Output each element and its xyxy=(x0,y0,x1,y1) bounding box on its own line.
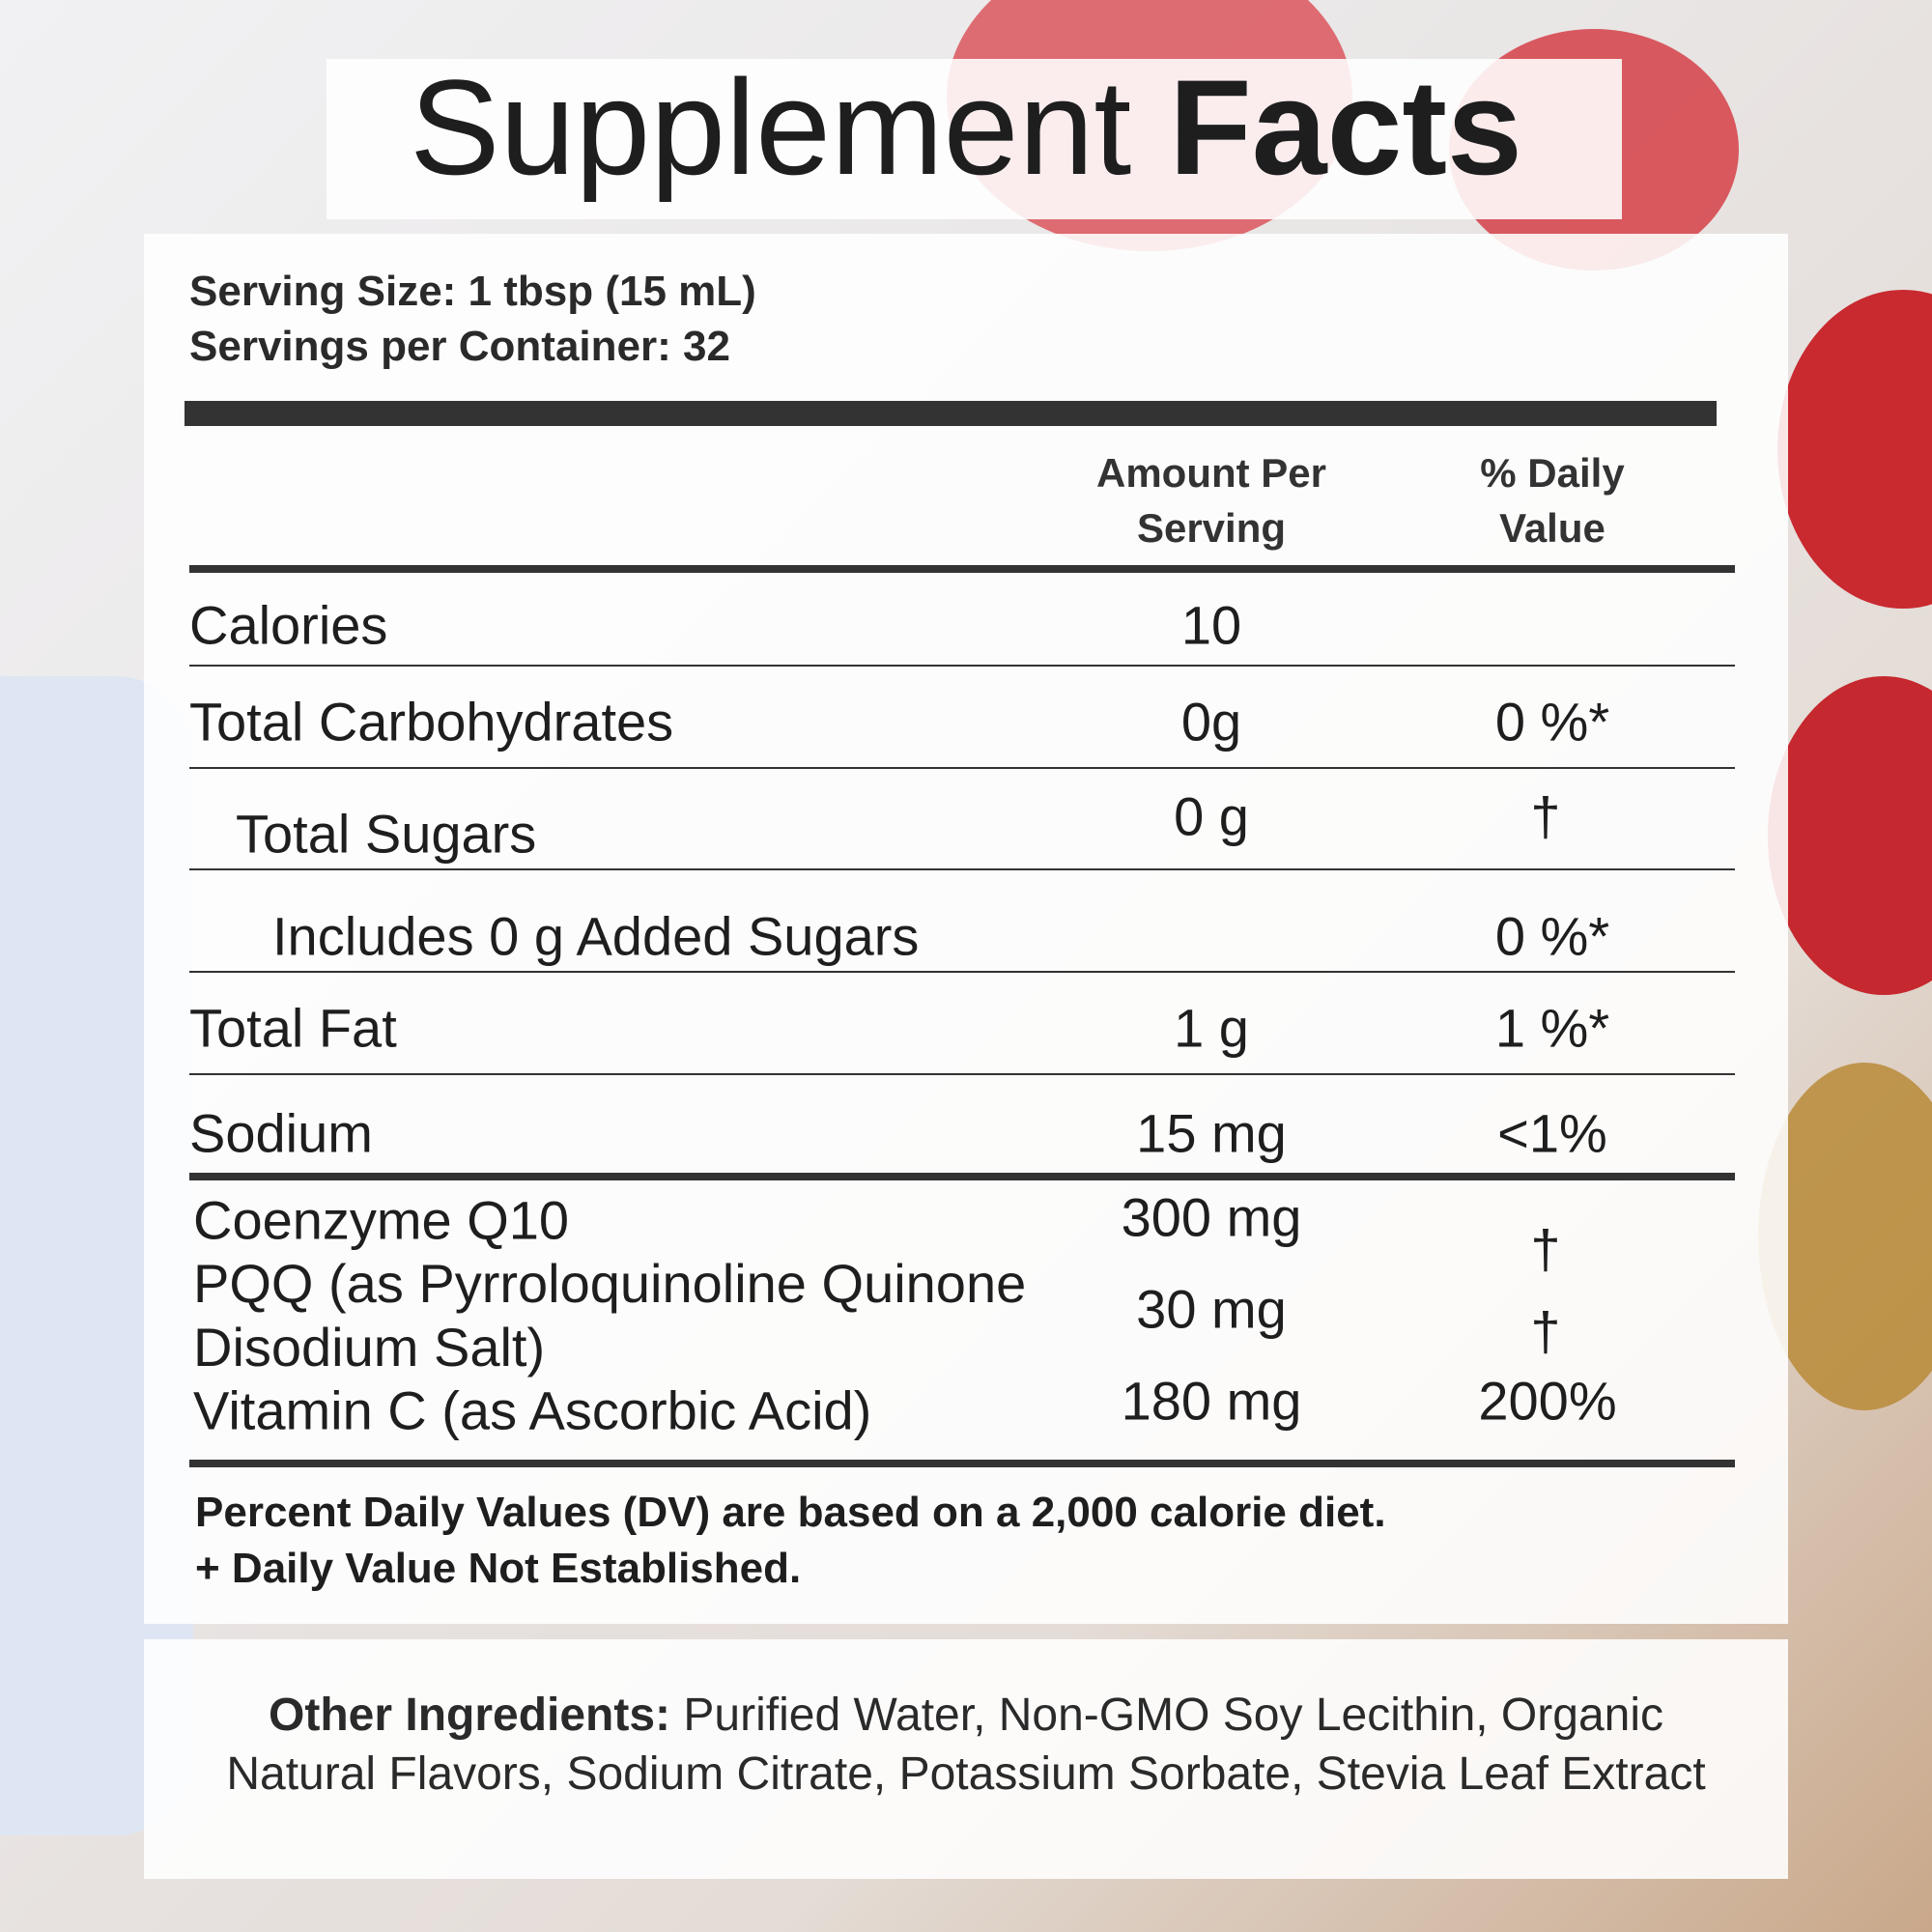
row-name: Coenzyme Q10 xyxy=(193,1189,570,1251)
title-panel xyxy=(327,59,1622,219)
row-amount: 180 mg xyxy=(1121,1370,1302,1432)
row-daily-value: <1% xyxy=(1497,1102,1607,1164)
ingredients-text: Purified Water, Non-GMO Soy Lecithin, Or… xyxy=(226,1690,1706,1800)
rule xyxy=(189,1173,1735,1180)
row-name: Total Sugars xyxy=(236,803,537,865)
row-daily-value: 0 %* xyxy=(1494,905,1610,967)
thick-bar xyxy=(185,401,1717,426)
rule xyxy=(189,565,1735,573)
row-amount: 1 g xyxy=(1174,997,1249,1059)
strawberry xyxy=(1768,676,1932,995)
strawberry xyxy=(1777,290,1932,609)
ingredients-label: Other Ingredients: xyxy=(269,1690,671,1741)
row-daily-value: 200% xyxy=(1478,1370,1617,1432)
rule xyxy=(189,767,1735,769)
row-name: PQQ (as Pyrroloquinoline Quinone Disodiu… xyxy=(193,1253,1027,1378)
row-amount: 300 mg xyxy=(1121,1186,1302,1248)
footnote: + Daily Value Not Established. xyxy=(195,1545,802,1592)
row-daily-value: † xyxy=(1530,1218,1561,1280)
footnote: Percent Daily Values (DV) are based on a… xyxy=(195,1489,1386,1536)
row-name: Includes 0 g Added Sugars xyxy=(272,905,920,967)
row-name: Vitamin C (as Ascorbic Acid) xyxy=(193,1379,872,1441)
row-amount: 10 xyxy=(1180,594,1242,656)
row-name: Sodium xyxy=(189,1102,373,1164)
title-bold: Facts xyxy=(1169,51,1522,203)
row-daily-value: 1 %* xyxy=(1494,997,1610,1059)
header-amount: Amount Per Serving xyxy=(1095,450,1326,551)
title-regular: Supplement xyxy=(410,51,1132,203)
ingredients-panel xyxy=(144,1639,1788,1879)
row-amount: 0g xyxy=(1180,691,1242,753)
row-daily-value: † xyxy=(1530,785,1561,847)
row-amount: 0 g xyxy=(1174,785,1249,847)
servings-per-container: Servings per Container: 32 xyxy=(189,323,730,370)
row-daily-value: 0 %* xyxy=(1494,691,1610,753)
row-name: Total Carbohydrates xyxy=(189,691,674,753)
rule xyxy=(189,1073,1735,1075)
title: Supplement Facts xyxy=(410,49,1522,206)
rule xyxy=(189,1460,1735,1467)
rule xyxy=(189,971,1735,973)
row-daily-value: † xyxy=(1530,1300,1561,1362)
rule xyxy=(189,665,1735,667)
row-amount: 30 mg xyxy=(1136,1278,1287,1340)
row-name: Calories xyxy=(189,594,388,656)
row-amount: 15 mg xyxy=(1136,1102,1287,1164)
rule xyxy=(189,868,1735,870)
header-daily-value: % Daily Value xyxy=(1480,450,1625,551)
serving-size: Serving Size: 1 tbsp (15 mL) xyxy=(189,268,756,315)
row-name: Total Fat xyxy=(189,997,397,1059)
other-ingredients: Other Ingredients: Purified Water, Non-G… xyxy=(213,1686,1719,1804)
facts-panel xyxy=(144,234,1788,1624)
